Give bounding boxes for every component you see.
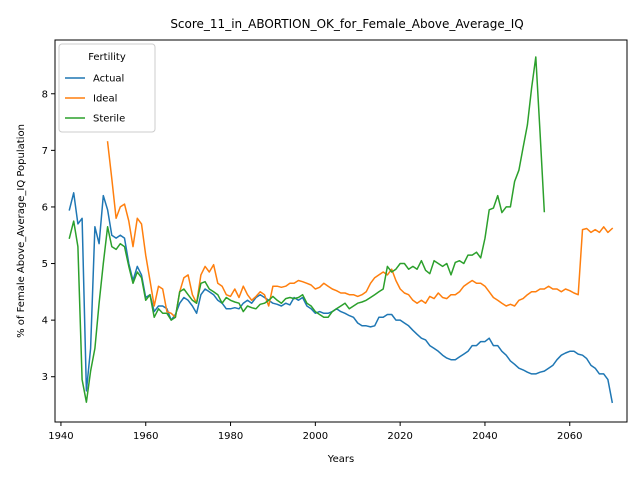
- x-tick-label: 2020: [387, 431, 412, 442]
- chart-title: Score_11_in_ABORTION_OK_for_Female_Above…: [170, 17, 523, 31]
- y-tick-label: 7: [42, 146, 48, 157]
- plot-area: [68, 56, 614, 404]
- y-tick-label: 4: [42, 316, 48, 327]
- series-line-sterile: [68, 56, 546, 403]
- x-tick-label: 2060: [557, 431, 582, 442]
- legend-label-ideal: Ideal: [93, 94, 117, 105]
- x-tick-label: 2000: [303, 431, 328, 442]
- y-tick-label: 3: [42, 372, 48, 383]
- series-line-actual: [68, 192, 614, 404]
- legend-entries: Actual Ideal Sterile: [65, 74, 125, 125]
- x-tick-label: 2040: [472, 431, 497, 442]
- y-axis-ticks: 3 4 5 6 7 8: [42, 89, 55, 383]
- legend: Fertility Actual Ideal Sterile: [58, 43, 156, 133]
- x-axis-ticks: 1940 1960 1980 2000 2020 2040 2060: [48, 422, 582, 442]
- y-tick-label: 8: [42, 89, 48, 100]
- y-axis-label: % of Female Above_Average_IQ Population: [16, 124, 27, 338]
- legend-title: Fertility: [88, 52, 126, 63]
- x-tick-label: 1940: [48, 431, 73, 442]
- x-tick-label: 1960: [133, 431, 158, 442]
- legend-label-actual: Actual: [93, 74, 124, 85]
- legend-box: [58, 43, 156, 133]
- x-tick-label: 1980: [218, 431, 243, 442]
- series-line-ideal: [106, 141, 614, 319]
- legend-label-sterile: Sterile: [93, 114, 125, 125]
- x-axis-label: Years: [327, 454, 354, 465]
- y-tick-label: 6: [42, 202, 48, 213]
- y-tick-label: 5: [42, 259, 48, 270]
- axes-frame: [54, 39, 628, 423]
